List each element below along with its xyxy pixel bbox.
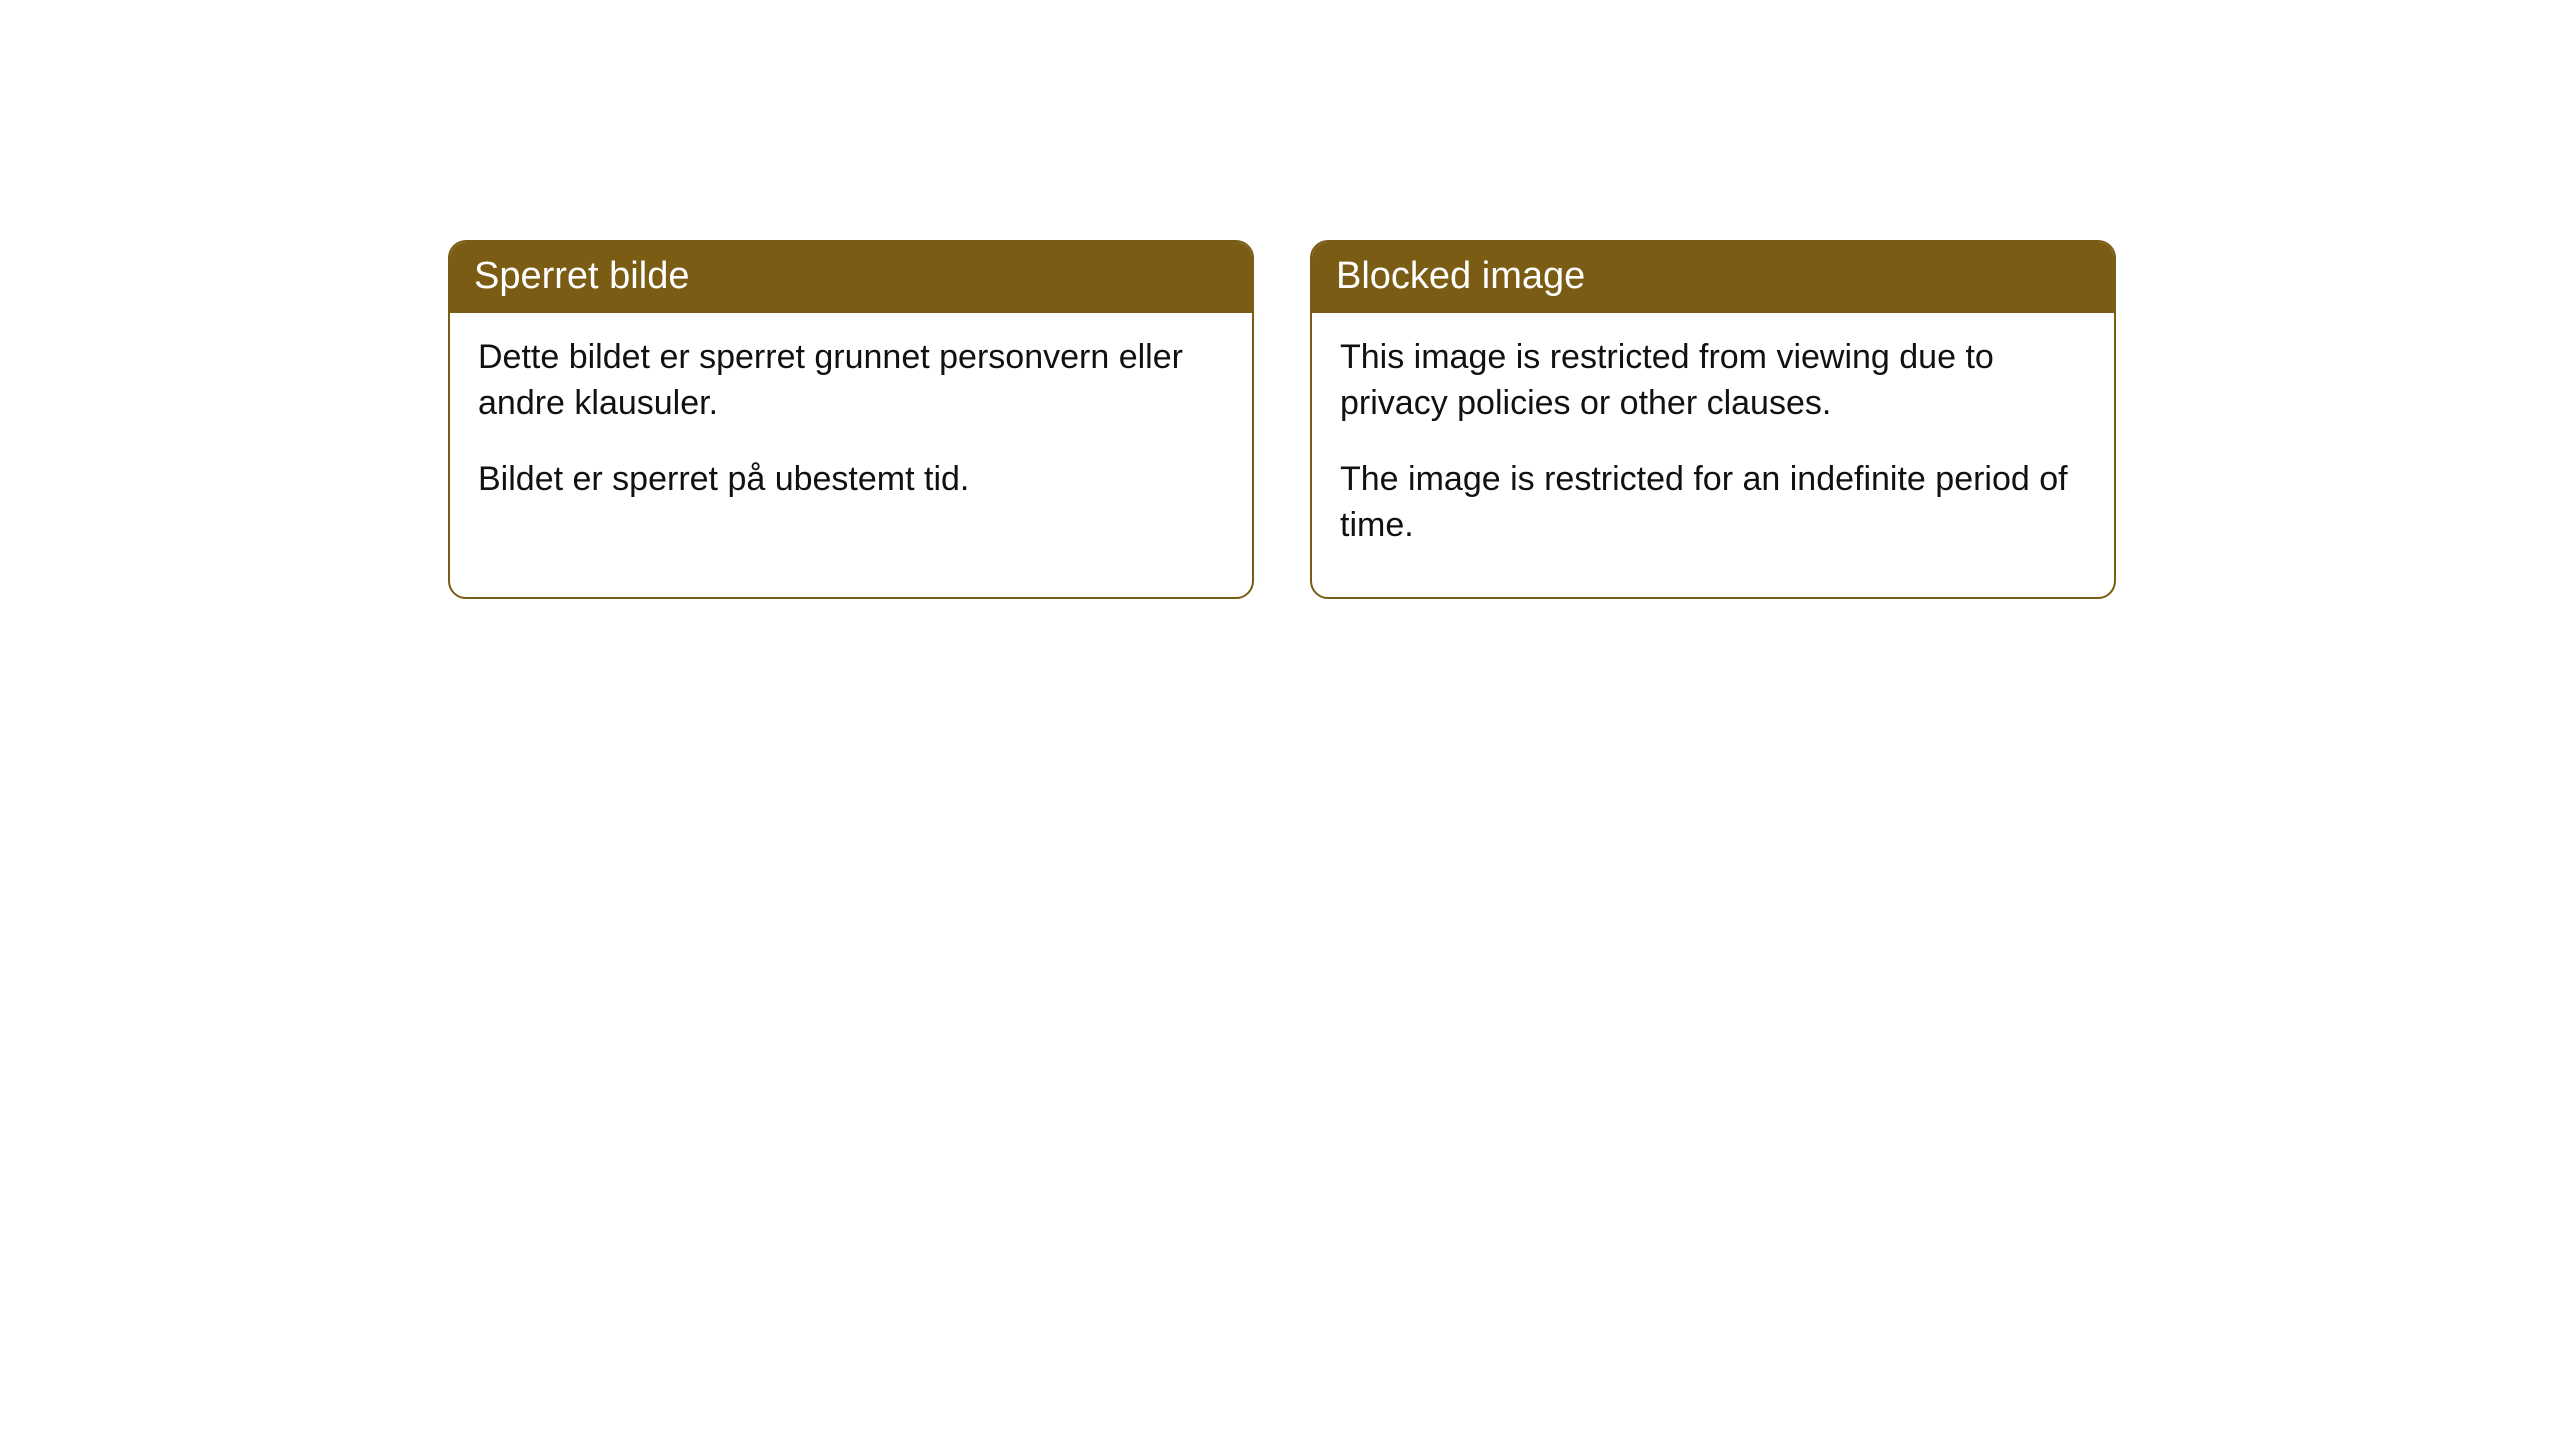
card-title: Blocked image <box>1336 255 1585 297</box>
notice-cards-container: Sperret bilde Dette bildet er sperret gr… <box>0 0 2560 599</box>
card-title: Sperret bilde <box>474 255 689 297</box>
card-paragraph: Dette bildet er sperret grunnet personve… <box>478 335 1224 427</box>
card-body: This image is restricted from viewing du… <box>1312 313 2114 597</box>
notice-card-norwegian: Sperret bilde Dette bildet er sperret gr… <box>448 240 1254 599</box>
card-paragraph: Bildet er sperret på ubestemt tid. <box>478 457 1224 503</box>
card-paragraph: This image is restricted from viewing du… <box>1340 335 2086 427</box>
card-header: Sperret bilde <box>450 242 1252 313</box>
card-header: Blocked image <box>1312 242 2114 313</box>
notice-card-english: Blocked image This image is restricted f… <box>1310 240 2116 599</box>
card-body: Dette bildet er sperret grunnet personve… <box>450 313 1252 551</box>
card-paragraph: The image is restricted for an indefinit… <box>1340 457 2086 549</box>
